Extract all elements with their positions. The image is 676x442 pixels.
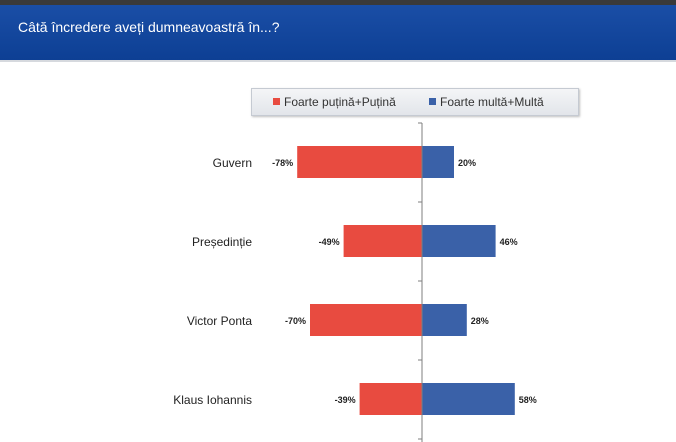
top-border [0,0,676,5]
category-label: Klaus Iohannis [173,393,252,407]
bar-positive [422,146,454,178]
data-label: -78% [272,158,293,168]
data-label: 46% [500,237,518,247]
page-title: Câtă încredere aveți dumneavoastră în...… [18,19,280,35]
legend-label-negative: Foarte puțină+Puțină [284,95,396,109]
bar-positive [422,383,515,415]
legend-label-positive: Foarte multă+Multă [440,95,544,109]
data-label: 20% [458,158,476,168]
bar-positive [422,225,496,257]
legend-item-negative: Foarte puțină+Puțină [273,95,396,109]
legend-item-positive: Foarte multă+Multă [429,95,544,109]
header-divider [0,60,676,62]
bar-negative [310,304,422,336]
bar-negative [359,383,422,415]
bar-positive [422,304,467,336]
legend-swatch-positive [429,98,436,105]
data-label: 58% [519,395,537,405]
bar-negative [343,225,422,257]
data-label: -39% [335,395,356,405]
bar-negative [297,146,422,178]
header-bar: Câtă încredere aveți dumneavoastră în...… [0,5,676,60]
data-label: -70% [285,316,306,326]
data-label: 28% [471,316,489,326]
category-label: Președinție [192,235,252,249]
data-label: -49% [319,237,340,247]
category-label: Guvern [213,156,252,170]
legend-swatch-negative [273,98,280,105]
category-label: Victor Ponta [187,314,252,328]
chart-legend: Foarte puțină+Puțină Foarte multă+Multă [251,88,579,116]
